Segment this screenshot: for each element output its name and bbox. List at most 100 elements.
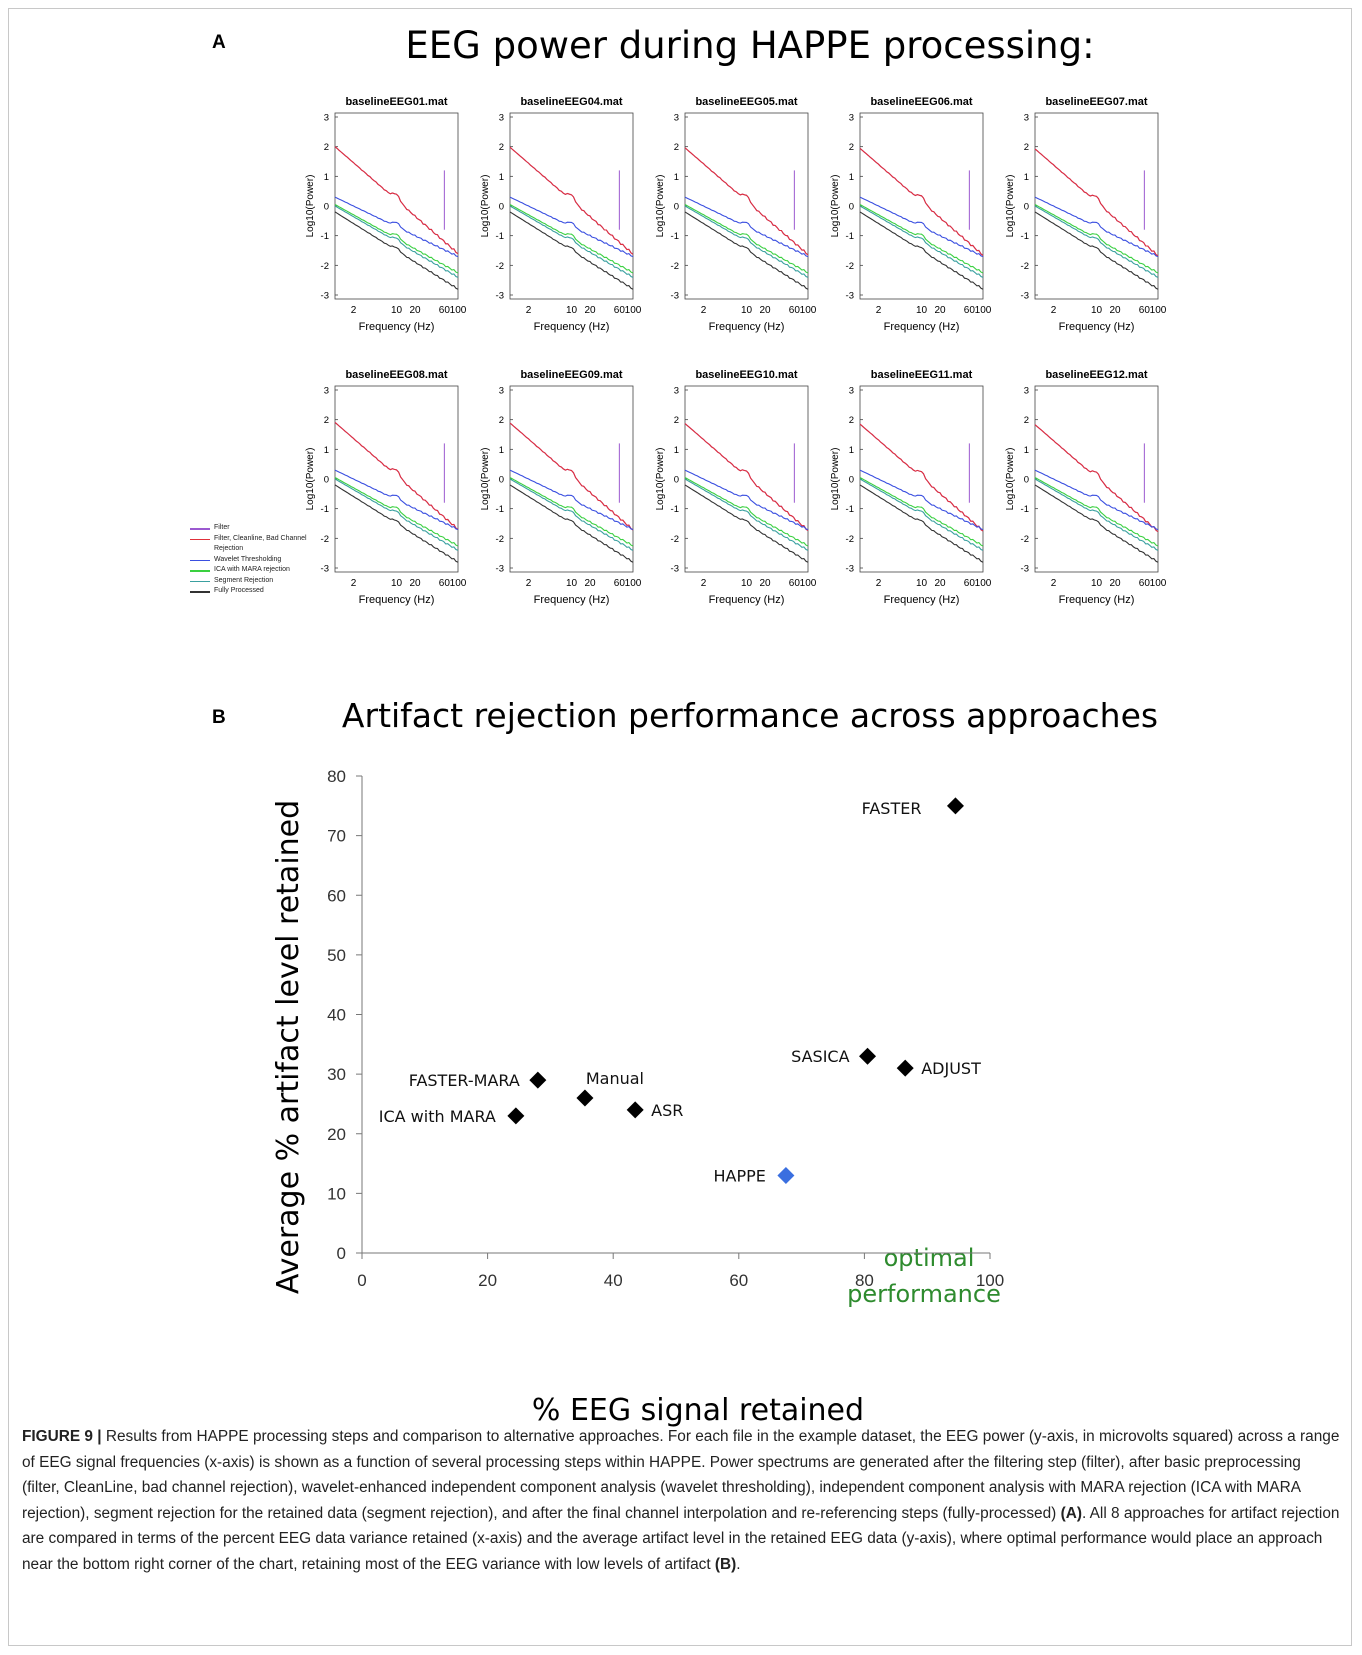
artifact-scatter-chart: Average % artifact level retained % EEG … (271, 767, 1004, 1428)
y-tick-label: -2 (496, 261, 504, 272)
x-axis-label: Frequency (Hz) (884, 594, 960, 606)
legend-item-segment: Segment Rejection (190, 576, 330, 587)
x-tick-label: 60 (1139, 578, 1151, 589)
legend-swatch (190, 528, 210, 530)
y-tick-label: 2 (674, 142, 679, 153)
spectrum-line (509, 477, 634, 547)
y-tick-label: 1 (499, 445, 504, 456)
x-tick-label: 0 (357, 1271, 366, 1290)
x-tick-label: 10 (391, 305, 403, 316)
y-tick-label: 2 (499, 142, 504, 153)
optimal-annotation-line1: optimal (884, 1244, 975, 1272)
scatter-point (777, 1166, 795, 1184)
spectrum-line (859, 147, 984, 256)
x-tick-label: 60 (964, 578, 976, 589)
y-tick-label: 1 (849, 445, 854, 456)
x-tick-label: 2 (1051, 578, 1057, 589)
x-tick-label: 100 (975, 305, 992, 316)
spectrum-line (1034, 204, 1159, 274)
x-tick-label: 100 (1150, 305, 1167, 316)
x-tick-label: 20 (759, 578, 771, 589)
subplot-title: baselineEEG11.mat (871, 369, 973, 381)
y-tick-label: -3 (321, 564, 329, 575)
y-tick-label: 3 (324, 386, 329, 397)
y-tick-label: 0 (499, 202, 504, 213)
y-tick-label: 1 (499, 172, 504, 183)
x-tick-label: 10 (916, 578, 928, 589)
legend-label: ICA with MARA rejection (214, 566, 290, 573)
y-tick-label: 2 (849, 415, 854, 426)
y-tick-label: 2 (849, 142, 854, 153)
y-tick-label: -3 (496, 564, 504, 575)
y-tick-label: 0 (674, 475, 679, 486)
legend-label: Segment Rejection (214, 576, 274, 584)
x-tick-label: 20 (584, 578, 596, 589)
y-tick-label: 3 (674, 113, 679, 124)
spectrum-line (859, 423, 984, 532)
x-tick-label: 2 (526, 305, 532, 316)
y-axis-label: Log10(Power) (480, 175, 491, 238)
y-tick-label: 2 (324, 415, 329, 426)
x-axis-label: Frequency (Hz) (534, 594, 610, 606)
x-tick-label: 10 (1091, 305, 1103, 316)
y-tick-label: -1 (1021, 504, 1029, 515)
x-tick-label: 2 (876, 305, 882, 316)
spectrum-line (334, 469, 459, 531)
x-tick-label: 20 (759, 305, 771, 316)
legend-swatch (190, 570, 210, 572)
x-tick-label: 100 (800, 305, 817, 316)
y-tick-label: 80 (327, 767, 346, 786)
y-tick-label: 0 (674, 202, 679, 213)
x-tick-label: 60 (964, 305, 976, 316)
spectrum-line (1034, 484, 1159, 563)
scatter-point (896, 1059, 914, 1077)
y-tick-label: -2 (846, 534, 854, 545)
spectrum-line (334, 478, 459, 551)
point-label: FASTER (862, 799, 922, 818)
point-label: ICA with MARA (379, 1107, 496, 1126)
optimal-annotation-line2: performance (847, 1280, 1001, 1308)
y-tick-label: 0 (324, 475, 329, 486)
y-tick-label: 1 (1024, 445, 1029, 456)
legend-swatch (190, 591, 210, 593)
caption-ref-a: (A) (1060, 1504, 1082, 1522)
y-tick-label: -3 (321, 291, 329, 302)
y-tick-label: -1 (671, 504, 679, 515)
spectrum-line (1034, 478, 1159, 551)
y-tick-label: -3 (1021, 564, 1029, 575)
x-tick-label: 60 (439, 578, 451, 589)
y-axis-label: Log10(Power) (1005, 175, 1016, 238)
panel-a-title: EEG power during HAPPE processing: (405, 24, 1095, 67)
spectrum-line (334, 484, 459, 563)
panel-b-title: Artifact rejection performance across ap… (341, 696, 1159, 735)
x-axis-label: Frequency (Hz) (709, 321, 785, 333)
point-label: FASTER-MARA (409, 1071, 520, 1090)
legend-label: Filter (214, 524, 230, 531)
y-tick-label: 20 (327, 1125, 346, 1144)
x-axis-label: Frequency (Hz) (709, 594, 785, 606)
x-axis-label: Frequency (Hz) (359, 321, 435, 333)
y-axis-label: Average % artifact level retained (271, 800, 306, 1294)
x-tick-label: 20 (478, 1271, 497, 1290)
spectrum-line (509, 469, 634, 531)
point-label: HAPPE (714, 1166, 766, 1185)
y-axis-label: Log10(Power) (480, 448, 491, 511)
spectrum-line (684, 477, 809, 547)
legend-item-wavelet: Wavelet Thresholding (190, 555, 330, 566)
spectrum-line (859, 477, 984, 547)
x-tick-label: 10 (741, 305, 753, 316)
spectrum-line (1034, 148, 1159, 257)
spectrum-line (334, 477, 459, 547)
caption-figure-label: FIGURE 9 | (22, 1428, 102, 1445)
y-tick-label: -3 (671, 291, 679, 302)
subplot-title: baselineEEG05.mat (695, 96, 797, 108)
legend-item-fully: Fully Processed (190, 586, 330, 597)
scatter-point (507, 1107, 525, 1125)
y-tick-label: 1 (674, 172, 679, 183)
x-tick-label: 100 (625, 305, 642, 316)
y-tick-label: -1 (321, 504, 329, 515)
